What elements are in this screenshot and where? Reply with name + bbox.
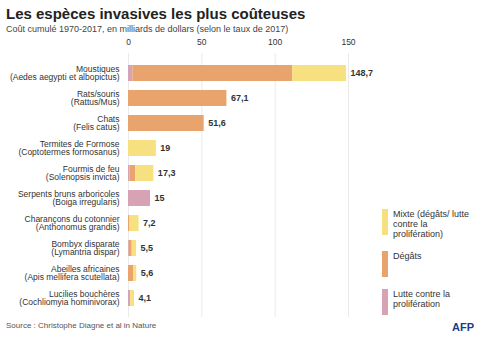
- svg-text:5,5: 5,5: [141, 243, 154, 253]
- svg-text:Moustiques(Aedes aegypti et al: Moustiques(Aedes aegypti et albopictus): [10, 64, 120, 83]
- html-text:Dégâts: Dégâts: [393, 251, 422, 261]
- svg-text:Serpents bruns arboricoles(Boi: Serpents bruns arboricoles(Boiga irregul…: [18, 189, 120, 208]
- svg-text:Bombyx disparate(Lymantria dis: Bombyx disparate(Lymantria dispar): [51, 239, 119, 258]
- svg-text:0: 0: [126, 37, 131, 47]
- svg-text:Abeilles africaines(Apis melli: Abeilles africaines(Apis mellifera scute…: [25, 264, 120, 283]
- html-text:Mixte (dégâts/ lutte contre la: Mixte (dégâts/ lutte contre la proliféra…: [393, 209, 469, 239]
- svg-text:Lucilies bouchères(Cochliomyia: Lucilies bouchères(Cochliomyia hominivor…: [19, 289, 119, 308]
- html-text:AFP: AFP: [452, 321, 474, 333]
- svg-text:19: 19: [160, 143, 170, 153]
- svg-text:50: 50: [197, 37, 207, 47]
- svg-text:7,2: 7,2: [143, 218, 156, 228]
- svg-text:5,6: 5,6: [141, 268, 154, 278]
- svg-text:67,1: 67,1: [231, 93, 249, 103]
- svg-text:Charançons du cotonnier(Anthon: Charançons du cotonnier(Anthonomus grand…: [25, 214, 120, 233]
- svg-text:17,3: 17,3: [158, 168, 176, 178]
- svg-text:Rats/souris(Rattus/Mus): Rats/souris(Rattus/Mus): [71, 89, 120, 108]
- svg-text:100: 100: [268, 37, 282, 47]
- html-text:Source : Christophe Diagne et: Source : Christophe Diagne et al in Natu…: [6, 321, 157, 330]
- svg-text:Fourmis de feu(Solenopsis invi: Fourmis de feu(Solenopsis invicta): [46, 164, 120, 183]
- svg-text:148,7: 148,7: [351, 68, 374, 78]
- svg-text:Chats(Felis catus): Chats(Felis catus): [73, 114, 119, 133]
- svg-text:4,1: 4,1: [139, 293, 152, 303]
- svg-text:Termites de Formose(Coptoterme: Termites de Formose(Coptotermes formosan…: [18, 139, 119, 158]
- html-text:Coût cumulé 1970-2017, en mill: Coût cumulé 1970-2017, en milliards de d…: [6, 24, 289, 34]
- svg-text:15: 15: [155, 193, 165, 203]
- svg-text:51,6: 51,6: [208, 118, 226, 128]
- svg-text:150: 150: [341, 37, 355, 47]
- html-text:Lutte contre la prolifération: Lutte contre la prolifération: [393, 289, 450, 309]
- html-text:Les espèces invasives les plus: Les espèces invasives les plus coûteuses: [6, 5, 306, 22]
